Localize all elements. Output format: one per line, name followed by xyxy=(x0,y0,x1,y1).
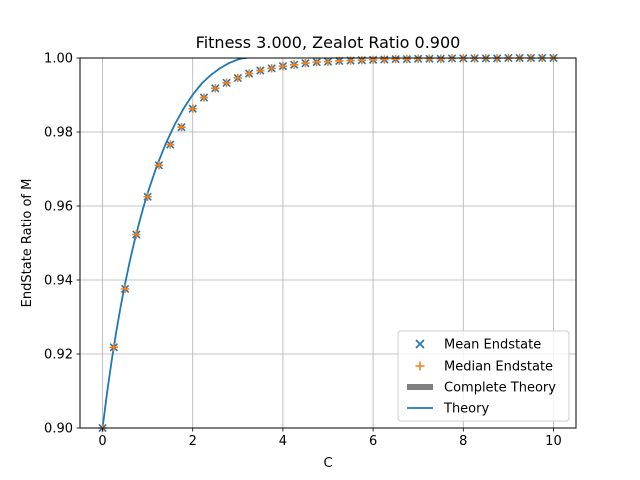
median-point xyxy=(380,55,389,64)
median-point xyxy=(436,54,445,63)
median-point xyxy=(391,54,400,64)
median-point xyxy=(267,64,276,73)
median-point xyxy=(244,69,254,78)
ticks: 0 2 4 6 8 10 0.90 0.92 0.94 0.96 0.98 1.00 xyxy=(44,52,562,450)
x-tick-label: 8 xyxy=(459,434,467,449)
median-point xyxy=(188,104,197,113)
median-point xyxy=(312,57,321,67)
median-point xyxy=(301,58,310,68)
x-tick-label: 0 xyxy=(98,434,106,449)
median-point xyxy=(368,55,378,65)
legend-label-mean: Mean Endstate xyxy=(444,338,541,353)
legend-items: Mean Endstate Median Endstate Complete The… xyxy=(407,338,556,417)
x-tick-label: 10 xyxy=(545,434,562,449)
legend-label-median: Median Endstate xyxy=(444,360,553,375)
y-tick-label: 0.98 xyxy=(44,126,73,141)
y-axis-label: EndState Ratio of M xyxy=(20,179,35,308)
chart-title: Fitness 3.000, Zealot Ratio 0.900 xyxy=(196,33,461,52)
median-point xyxy=(357,56,367,65)
grid xyxy=(80,57,576,429)
legend: Mean Endstate Median Endstate Complete The… xyxy=(397,330,570,422)
median-point xyxy=(402,54,412,64)
x-tick-label: 4 xyxy=(279,434,287,449)
median-point xyxy=(165,140,175,149)
y-tick-label: 0.90 xyxy=(44,422,73,437)
theory-line xyxy=(101,58,247,428)
legend-mean-marker xyxy=(415,339,425,349)
median-point xyxy=(154,161,164,170)
y-tick-label: 1.00 xyxy=(44,52,73,67)
median-point xyxy=(211,84,220,93)
legend-median-marker xyxy=(415,361,425,371)
y-tick-label: 0.96 xyxy=(44,200,73,215)
markers xyxy=(98,53,558,433)
plot-frame xyxy=(79,57,577,429)
median-point xyxy=(233,73,243,83)
median-point xyxy=(109,343,119,352)
median-point xyxy=(177,122,186,132)
median-point xyxy=(256,66,265,75)
x-tick-label: 6 xyxy=(369,434,377,449)
x-tick-label: 2 xyxy=(189,434,197,449)
legend-box xyxy=(397,330,570,422)
y-tick-label: 0.92 xyxy=(44,348,73,363)
median-point xyxy=(289,60,299,69)
y-tick-label: 0.94 xyxy=(44,274,73,289)
median-point xyxy=(323,57,333,66)
theory-layer xyxy=(101,58,247,428)
legend-label-theory: Theory xyxy=(443,402,489,417)
median-point xyxy=(413,54,423,63)
median-point xyxy=(278,61,288,71)
median-point xyxy=(425,54,434,63)
legend-label-complete-theory: Complete Theory xyxy=(444,381,556,396)
median-point xyxy=(143,192,152,201)
median-point xyxy=(222,78,231,87)
x-axis-label: C xyxy=(323,456,332,471)
median-point xyxy=(199,93,209,102)
median-point xyxy=(120,284,130,294)
median-point xyxy=(132,230,141,239)
